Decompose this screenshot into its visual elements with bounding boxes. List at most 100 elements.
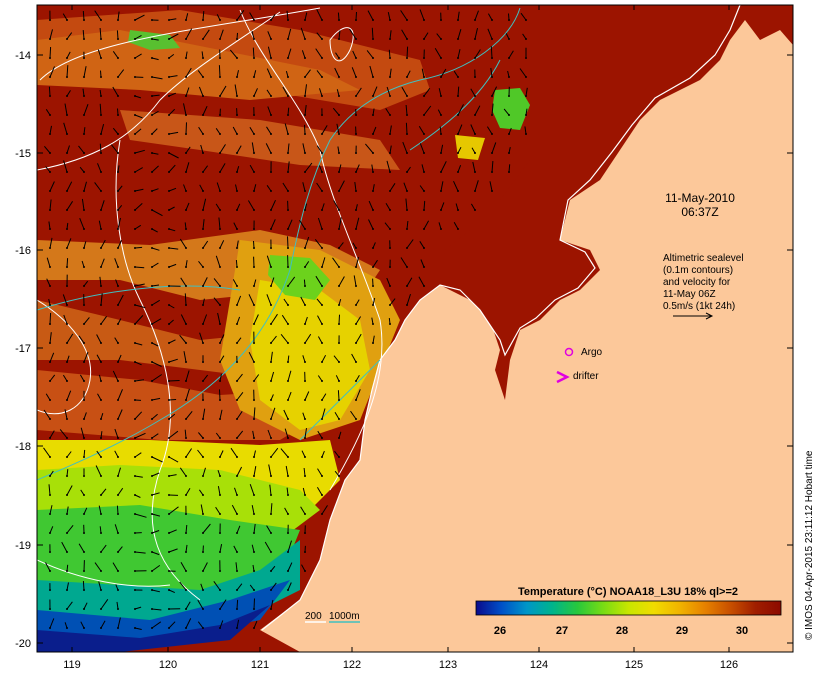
velocity-arrow xyxy=(336,89,340,97)
velocity-arrow xyxy=(134,246,143,249)
velocity-arrow-origin xyxy=(151,627,153,629)
velocity-arrow xyxy=(80,489,85,496)
velocity-arrow-origin xyxy=(321,171,323,173)
velocity-arrow xyxy=(470,88,476,97)
velocity-arrow-origin xyxy=(270,152,272,154)
velocity-arrow xyxy=(134,128,142,135)
velocity-arrow xyxy=(197,449,204,458)
velocity-arrow xyxy=(134,342,143,346)
velocity-arrow-origin xyxy=(304,304,306,306)
velocity-arrow-origin xyxy=(508,114,510,116)
velocity-arrow xyxy=(270,371,275,382)
velocity-arrow-origin xyxy=(117,513,119,515)
velocity-arrow-origin xyxy=(83,171,85,173)
velocity-arrow xyxy=(100,70,102,78)
velocity-arrow-origin xyxy=(372,266,374,268)
velocity-arrow xyxy=(168,228,176,232)
x-tick-label: 123 xyxy=(439,659,457,671)
velocity-arrow xyxy=(179,334,187,344)
y-tick-label: -14 xyxy=(15,50,31,62)
velocity-arrow-origin xyxy=(151,494,153,496)
velocity-arrow xyxy=(219,620,224,629)
velocity-arrow xyxy=(168,380,180,382)
velocity-arrow-origin xyxy=(372,342,374,344)
velocity-arrow xyxy=(287,48,292,59)
velocity-arrow-origin xyxy=(66,589,68,591)
velocity-arrow-origin xyxy=(253,380,255,382)
velocity-arrow xyxy=(317,430,323,439)
velocity-arrow xyxy=(185,618,192,629)
velocity-arrow xyxy=(185,122,187,135)
velocity-arrow-origin xyxy=(236,171,238,173)
velocity-arrow-origin xyxy=(134,418,136,420)
sst-green-north-patch xyxy=(492,88,530,130)
velocity-arrow-origin xyxy=(117,475,119,477)
velocity-arrow-origin xyxy=(355,380,357,382)
velocity-arrow xyxy=(253,407,256,420)
velocity-arrow xyxy=(232,279,238,287)
velocity-arrow xyxy=(371,27,374,40)
velocity-arrow xyxy=(355,87,362,97)
velocity-arrow xyxy=(354,182,357,192)
velocity-arrow xyxy=(98,220,102,230)
velocity-arrow xyxy=(304,124,306,135)
velocity-arrow xyxy=(267,106,272,116)
velocity-arrow xyxy=(236,583,243,591)
velocity-arrow-origin xyxy=(66,285,68,287)
velocity-arrow-origin xyxy=(219,152,221,154)
velocity-arrow-origin xyxy=(270,76,272,78)
velocity-arrow-origin xyxy=(219,513,221,515)
velocity-arrow xyxy=(62,13,68,21)
velocity-arrow xyxy=(365,143,374,154)
velocity-arrow xyxy=(470,203,476,211)
velocity-arrow-origin xyxy=(219,551,221,553)
velocity-arrow-origin xyxy=(355,361,357,363)
velocity-arrows xyxy=(43,9,528,630)
velocity-arrow-origin xyxy=(457,133,459,135)
velocity-arrow-origin xyxy=(270,95,272,97)
velocity-arrow xyxy=(168,548,178,553)
velocity-arrow xyxy=(168,152,179,159)
velocity-arrow xyxy=(49,199,52,211)
isobath-lines xyxy=(37,7,521,481)
velocity-arrow-origin xyxy=(253,247,255,249)
velocity-arrow-origin xyxy=(270,437,272,439)
velocity-arrow-origin xyxy=(253,190,255,192)
velocity-arrow-origin xyxy=(423,190,425,192)
velocity-arrow-origin xyxy=(202,380,204,382)
velocity-arrow-origin xyxy=(168,19,170,21)
velocity-arrow xyxy=(48,86,51,97)
velocity-arrow xyxy=(287,219,293,230)
velocity-arrow xyxy=(112,51,119,59)
velocity-arrow xyxy=(151,165,159,173)
velocity-arrow-origin xyxy=(185,513,187,515)
velocity-arrow-origin xyxy=(185,342,187,344)
x-tick-label: 119 xyxy=(63,659,81,671)
velocity-arrow xyxy=(202,374,208,382)
velocity-arrow-origin xyxy=(168,399,170,401)
velocity-arrow xyxy=(387,11,391,21)
velocity-arrow-origin xyxy=(117,57,119,59)
velocity-arrow-origin xyxy=(474,76,476,78)
velocity-arrow-origin xyxy=(321,399,323,401)
velocity-arrow xyxy=(236,32,238,40)
velocity-arrow-origin xyxy=(270,190,272,192)
velocity-arrow xyxy=(62,374,68,382)
velocity-arrow xyxy=(82,88,85,97)
velocity-arrow-origin xyxy=(202,399,204,401)
velocity-arrow-origin xyxy=(236,209,238,211)
velocity-arrow xyxy=(304,428,307,439)
velocity-arrow-origin xyxy=(219,323,221,325)
velocity-arrow-origin xyxy=(508,152,510,154)
velocity-arrow-origin xyxy=(457,76,459,78)
velocity-arrow-origin xyxy=(338,361,340,363)
velocity-arrow-origin xyxy=(219,494,221,496)
velocity-arrow xyxy=(114,258,119,268)
velocity-arrow xyxy=(180,277,187,287)
velocity-arrow-origin xyxy=(338,418,340,420)
velocity-arrow-origin xyxy=(151,361,153,363)
velocity-arrow xyxy=(151,413,158,420)
velocity-arrow-origin xyxy=(236,342,238,344)
velocity-arrow-origin xyxy=(270,114,272,116)
velocity-arrow-origin xyxy=(83,95,85,97)
